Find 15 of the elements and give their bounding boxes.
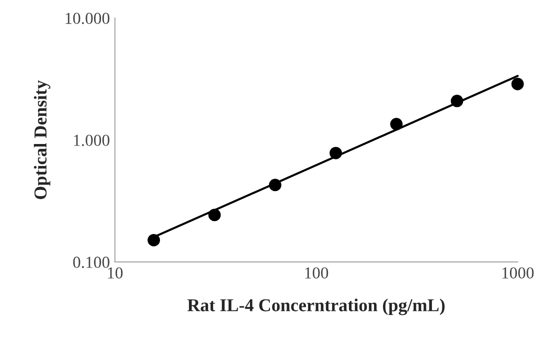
point	[511, 78, 524, 90]
point	[390, 118, 403, 130]
x-axis-title: Rat IL-4 Concerntration (pg/mL)	[187, 298, 445, 316]
point	[330, 146, 342, 160]
point	[450, 94, 464, 108]
x-tick-label: 1000	[502, 267, 534, 279]
x-tick-label: 100	[305, 267, 328, 279]
x-tick-label: 10	[108, 267, 123, 279]
point	[268, 178, 282, 192]
y-tick-label: 1.000	[74, 134, 110, 146]
y-axis-title: Optical Density	[34, 80, 50, 200]
y-tick-label: 10.000	[66, 12, 110, 24]
point	[208, 208, 221, 222]
y-tick-label: 0.100	[73, 256, 110, 268]
point	[148, 234, 160, 246]
